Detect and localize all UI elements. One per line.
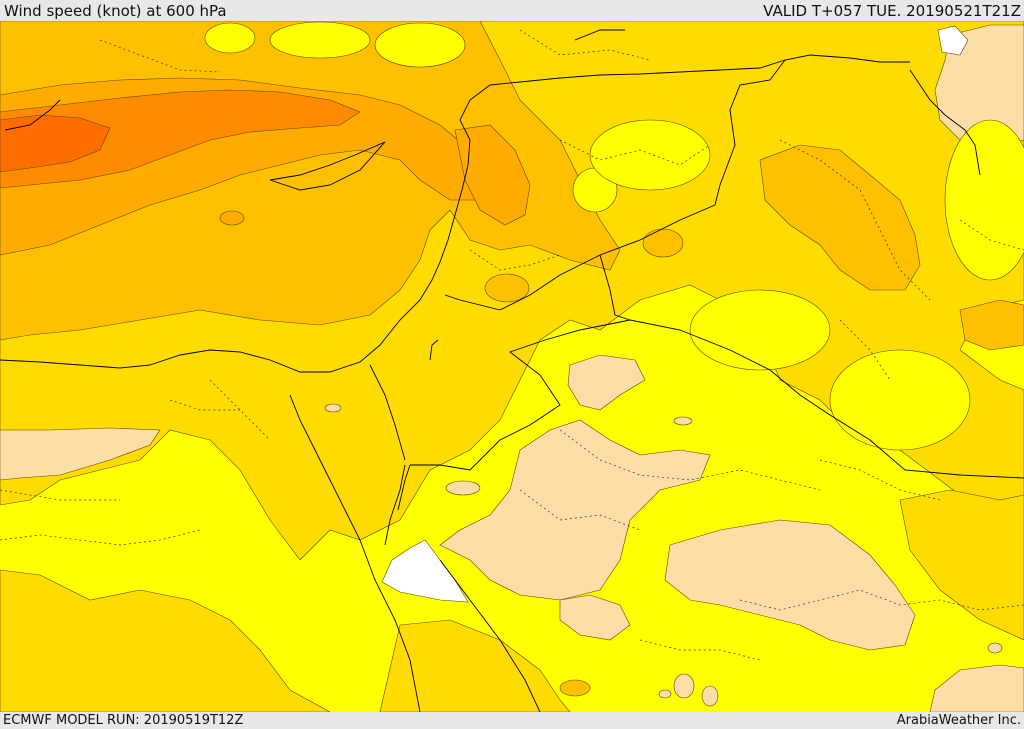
field-amber-spot	[484, 273, 530, 303]
wind-speed-map[interactable]	[0, 21, 1024, 712]
field-amber-east	[759, 144, 921, 291]
map-title: Wind speed (knot) at 600 hPa	[4, 1, 227, 20]
field-peach-east	[664, 519, 916, 651]
field-yellow-patch	[689, 289, 831, 371]
field-peach-speck	[673, 416, 693, 426]
field-yellow-patch	[589, 119, 711, 191]
field-amber-spot	[559, 679, 591, 697]
field-yellow-patch	[374, 22, 466, 68]
field-orange	[0, 89, 361, 189]
field-yellow-patch	[269, 21, 371, 59]
field-yellow-patch	[829, 349, 971, 451]
country-borders	[369, 54, 1024, 511]
field-peach-speck	[673, 673, 695, 699]
field-peach-speck	[324, 403, 342, 413]
field-orange-deep	[0, 114, 111, 173]
field-peach-speck	[658, 689, 672, 699]
model-run: ECMWF MODEL RUN: 20190519T12Z	[3, 713, 244, 728]
field-peach-se	[929, 664, 1024, 712]
field-peach-west	[0, 427, 161, 481]
field-peach-north	[567, 354, 646, 411]
field-yellow-patch	[944, 119, 1024, 281]
field-amber-spot	[642, 228, 684, 258]
field-gold-south-2	[379, 619, 571, 712]
field-orange-light-2	[454, 124, 531, 226]
field-yellow-patch	[204, 22, 256, 54]
field-white-spot-ne	[937, 25, 969, 56]
valid-time: VALID T+057 TUE. 20190521T21Z	[763, 1, 1021, 20]
field-peach-speck	[445, 480, 481, 496]
field-amber-ne	[959, 299, 1024, 351]
credit: ArabiaWeather Inc.	[896, 713, 1021, 728]
field-gold-south	[0, 569, 331, 712]
field-peach-south	[559, 594, 631, 641]
coastlines	[0, 29, 981, 712]
footer-bar: ECMWF MODEL RUN: 20190519T12Z ArabiaWeat…	[0, 712, 1024, 729]
field-peach-speck	[701, 685, 719, 707]
province-lines	[0, 29, 1024, 661]
header-bar: Wind speed (knot) at 600 hPa VALID T+057…	[0, 0, 1024, 21]
field-peach-central	[439, 419, 711, 601]
field-amber-spot	[219, 210, 245, 226]
field-gold-east	[899, 489, 1024, 641]
field-peach-speck	[987, 642, 1003, 654]
